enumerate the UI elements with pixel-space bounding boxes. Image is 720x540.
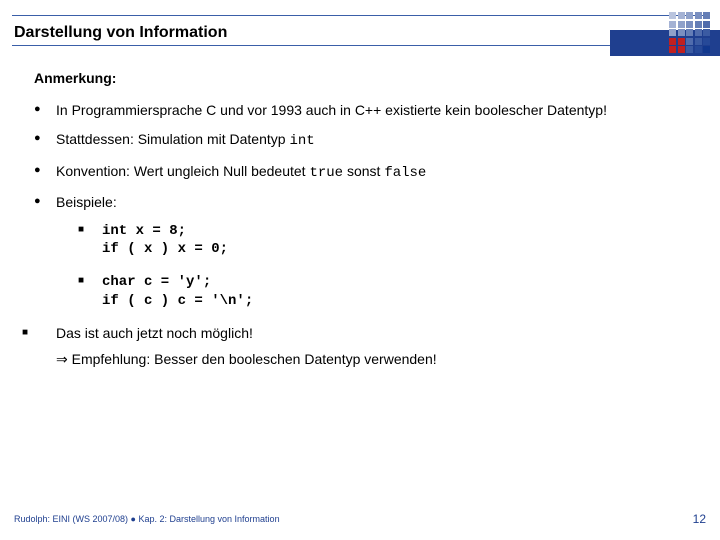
bullet-item: In Programmiersprache C und vor 1993 auc… xyxy=(34,102,694,120)
logo-cell xyxy=(695,29,702,36)
example-item: int x = 8; if ( x ) x = 0; xyxy=(78,222,694,260)
bullet-list: In Programmiersprache C und vor 1993 auc… xyxy=(34,102,694,312)
recommendation-line: ⇒ Empfehlung: Besser den booleschen Date… xyxy=(56,351,694,369)
logo-cell xyxy=(678,29,685,36)
example-item: char c = 'y'; if ( c ) c = '\n'; xyxy=(78,273,694,311)
slide-content: Anmerkung: In Programmiersprache C und v… xyxy=(34,70,694,368)
inline-code: true xyxy=(309,165,343,181)
logo-cell xyxy=(703,12,710,19)
logo-cell xyxy=(695,12,702,19)
logo-cell xyxy=(695,46,702,53)
bullet-text: Stattdessen: Simulation mit Datentyp xyxy=(56,131,289,147)
footer-text: Rudolph: EINI (WS 2007/08) ● Kap. 2: Dar… xyxy=(14,514,280,524)
header-overline xyxy=(12,15,708,16)
logo-cell xyxy=(686,21,693,28)
logo-cell xyxy=(669,46,676,53)
logo-cell xyxy=(695,21,702,28)
example-list: int x = 8; if ( x ) x = 0; char c = 'y';… xyxy=(78,222,694,312)
page-number: 12 xyxy=(693,512,706,526)
logo-cell xyxy=(686,29,693,36)
bullet-item: Beispiele: int x = 8; if ( x ) x = 0; ch… xyxy=(34,194,694,311)
logo-cell xyxy=(686,46,693,53)
arrow-icon: ⇒ xyxy=(56,351,68,367)
logo-cell xyxy=(678,46,685,53)
slide-title: Darstellung von Information xyxy=(14,24,227,42)
remark-line: Das ist auch jetzt noch möglich! xyxy=(56,325,694,343)
logo-cell xyxy=(669,12,676,19)
code-block: int x = 8; if ( x ) x = 0; xyxy=(102,222,694,260)
grid-logo-icon xyxy=(669,12,710,53)
bullet-text: Beispiele: xyxy=(56,194,117,210)
bullet-text: Konvention: Wert ungleich Null bedeutet xyxy=(56,163,309,179)
bullet-text: sonst xyxy=(343,163,384,179)
bullet-text: In Programmiersprache C und vor 1993 auc… xyxy=(56,102,607,118)
logo-cell xyxy=(678,38,685,45)
logo-cell xyxy=(695,38,702,45)
inline-code: false xyxy=(384,165,426,181)
logo-cell xyxy=(703,21,710,28)
subheading: Anmerkung: xyxy=(34,70,694,88)
logo-cell xyxy=(686,12,693,19)
code-block: char c = 'y'; if ( c ) c = '\n'; xyxy=(102,273,694,311)
logo-cell xyxy=(703,46,710,53)
closing-remark: Das ist auch jetzt noch möglich! ⇒ Empfe… xyxy=(34,325,694,368)
bullet-item: Stattdessen: Simulation mit Datentyp int xyxy=(34,131,694,151)
logo-cell xyxy=(678,21,685,28)
logo-cell xyxy=(686,38,693,45)
logo-cell xyxy=(669,21,676,28)
logo-cell xyxy=(703,38,710,45)
inline-code: int xyxy=(289,133,314,149)
bullet-item: Konvention: Wert ungleich Null bedeutet … xyxy=(34,163,694,183)
slide-footer: Rudolph: EINI (WS 2007/08) ● Kap. 2: Dar… xyxy=(14,512,706,526)
logo-cell xyxy=(669,38,676,45)
slide-header: Darstellung von Information xyxy=(0,0,720,56)
logo-cell xyxy=(669,29,676,36)
recommendation-text: Empfehlung: Besser den booleschen Datent… xyxy=(72,351,437,367)
logo-cell xyxy=(703,29,710,36)
logo-cell xyxy=(678,12,685,19)
header-underline xyxy=(12,45,610,46)
